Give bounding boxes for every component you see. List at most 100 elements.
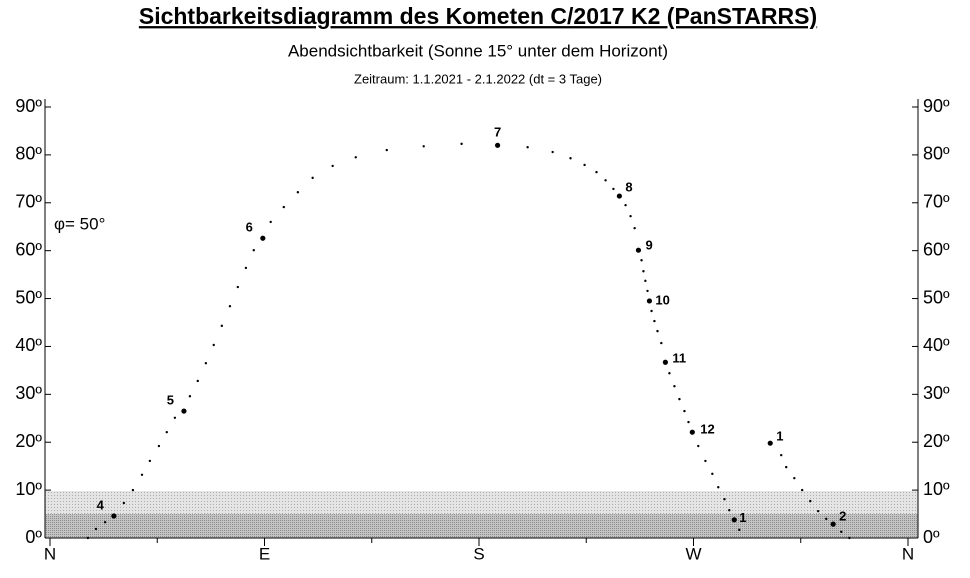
- point: [809, 499, 812, 503]
- point: [595, 170, 598, 174]
- point: [140, 473, 144, 476]
- annotation: φ= 50°: [54, 214, 105, 233]
- point: [236, 285, 240, 289]
- point: [173, 416, 177, 419]
- point: [460, 142, 463, 146]
- month-label: 7: [494, 125, 501, 140]
- point: [569, 157, 572, 160]
- point: [660, 341, 663, 345]
- point: [131, 488, 135, 492]
- point: [612, 187, 615, 191]
- point: [711, 472, 714, 476]
- point: [697, 444, 700, 448]
- point: [825, 517, 828, 521]
- month-point: [494, 142, 501, 148]
- point: [633, 226, 636, 230]
- month-point: [635, 247, 642, 253]
- y-tick-label: 30º: [923, 383, 950, 403]
- month-label: 1: [776, 429, 783, 444]
- point: [269, 220, 272, 224]
- y-tick-label: 10º: [15, 479, 42, 499]
- y-tick-label: 10º: [923, 479, 950, 499]
- y-tick-label: 0º: [923, 527, 940, 547]
- point: [204, 362, 208, 365]
- point: [604, 179, 607, 182]
- x-tick-label: S: [473, 544, 484, 563]
- point: [650, 309, 653, 313]
- month-label: 1: [739, 510, 746, 525]
- point: [385, 148, 388, 152]
- point: [122, 501, 126, 505]
- point: [738, 528, 741, 532]
- month-point: [662, 359, 668, 365]
- point: [704, 459, 707, 463]
- point: [157, 444, 161, 448]
- point: [683, 409, 686, 413]
- month-label: 9: [645, 238, 652, 253]
- point: [656, 329, 659, 333]
- y-tick-label: 90º: [15, 96, 42, 116]
- point: [840, 530, 843, 533]
- y-tick-label: 0º: [25, 527, 42, 547]
- month-label: 10: [655, 292, 669, 307]
- x-tick-label: W: [685, 544, 701, 563]
- point: [800, 488, 804, 492]
- y-tick-label: 70º: [15, 192, 42, 212]
- point: [642, 270, 645, 273]
- point: [331, 164, 334, 168]
- month-label: 12: [700, 422, 714, 437]
- period: Zeitraum: 1.1.2021 - 2.1.2022 (dt = 3 Ta…: [354, 71, 602, 86]
- point: [793, 476, 796, 480]
- point: [296, 191, 300, 194]
- month-point: [830, 521, 836, 527]
- month-point: [616, 193, 622, 199]
- y-tick-label: 50º: [15, 287, 42, 307]
- month-label: 5: [167, 393, 174, 408]
- y-tick-label: 90º: [923, 96, 950, 116]
- month-point: [731, 517, 737, 523]
- point: [629, 214, 632, 218]
- month-label: 8: [625, 180, 632, 195]
- point: [624, 203, 627, 207]
- point: [644, 279, 647, 283]
- point: [678, 397, 681, 401]
- point: [282, 205, 286, 209]
- y-tick-label: 40º: [923, 335, 950, 355]
- y-tick-label: 20º: [15, 431, 42, 451]
- y-tick-label: 40º: [15, 335, 42, 355]
- y-tick-label: 70º: [923, 192, 950, 212]
- month-point: [767, 440, 773, 446]
- point: [94, 527, 98, 531]
- point: [244, 266, 248, 270]
- y-tick-label: 80º: [923, 144, 950, 164]
- point: [583, 163, 586, 167]
- point: [148, 459, 152, 463]
- month-point: [111, 513, 117, 519]
- y-tick-label: 60º: [923, 239, 950, 259]
- point: [816, 509, 820, 513]
- month-label: 2: [839, 509, 846, 524]
- point: [717, 486, 720, 489]
- point: [780, 453, 783, 457]
- month-point: [260, 235, 266, 241]
- y-tick-label: 50º: [923, 287, 950, 307]
- point: [86, 536, 90, 540]
- point: [228, 305, 232, 308]
- point: [354, 156, 357, 159]
- point: [165, 430, 168, 434]
- point: [220, 324, 224, 328]
- y-tick-label: 80º: [15, 144, 42, 164]
- point: [668, 372, 671, 375]
- month-point: [181, 408, 187, 414]
- x-tick-label: E: [259, 544, 270, 563]
- month-label: 4: [97, 497, 105, 512]
- point: [526, 146, 529, 149]
- x-tick-label: N: [902, 544, 914, 563]
- point: [188, 395, 192, 398]
- point: [551, 150, 554, 154]
- y-tick-label: 30º: [15, 383, 42, 403]
- y-tick-label: 60º: [15, 239, 42, 259]
- point: [653, 319, 656, 323]
- month-point: [689, 429, 695, 435]
